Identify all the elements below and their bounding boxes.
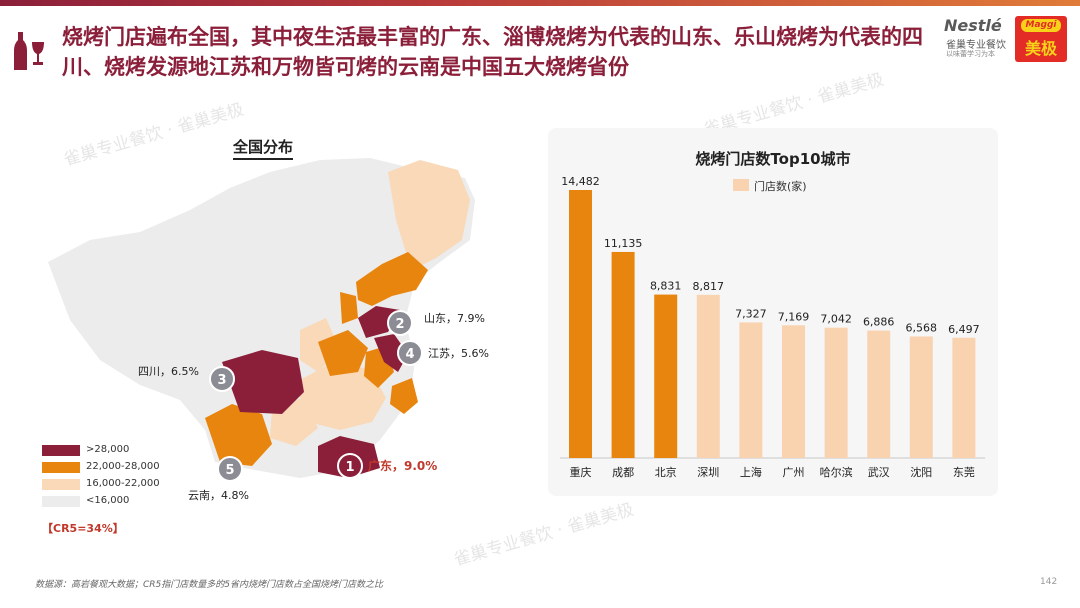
map-region-zhejiang — [390, 378, 418, 414]
legend-label: <16,000 — [86, 495, 130, 506]
china-map: 1 2 3 4 5 — [48, 158, 475, 482]
map-region-shandong — [358, 306, 400, 338]
map-region-hebei — [356, 252, 428, 306]
page-title: 烧烤门店遍布全国，其中夜生活最丰富的广东、淄博烧烤为代表的山东、乐山烧烤为代表的… — [62, 25, 923, 79]
rank-marker-5: 5 — [217, 456, 243, 482]
rank-number: 1 — [345, 460, 354, 475]
page-number: 142 — [1040, 577, 1058, 587]
map-region-henan — [318, 330, 368, 376]
rank-marker-3: 3 — [209, 366, 235, 392]
footer-source: 数据源：高岩餐观大数据；CR5指门店数量多的5省内烧烤门店数占全国烧烤门店数之比 — [35, 580, 383, 590]
province-label-guangdong: 广东，9.0% — [368, 459, 438, 473]
cr5-label: 【CR5=34%】 — [42, 522, 124, 535]
rank-marker-4: 4 — [397, 340, 423, 366]
rank-number: 3 — [217, 373, 226, 388]
province-label-shandong: 山东，7.9% — [424, 312, 485, 325]
rank-marker-1: 1 — [337, 453, 363, 479]
map-region-sichuan — [222, 350, 304, 414]
rank-number: 2 — [395, 317, 404, 332]
map-title: 全国分布 — [233, 136, 294, 160]
province-label-sichuan: 四川，6.5% — [138, 365, 199, 378]
legend-label: >28,000 — [86, 444, 130, 455]
top-accent-bar — [0, 0, 1080, 6]
rank-marker-2: 2 — [387, 310, 413, 336]
rank-number: 4 — [405, 347, 414, 362]
map-region-yunnan — [205, 404, 272, 466]
legend-swatch — [42, 462, 80, 473]
legend-swatch — [42, 479, 80, 490]
map-region-northeast — [388, 160, 470, 270]
chart-panel — [548, 128, 998, 496]
wine-bottle-icon — [14, 32, 44, 70]
legend-label: 22,000-28,000 — [86, 461, 160, 472]
rank-number: 5 — [225, 463, 234, 478]
legend-swatch — [42, 445, 80, 456]
nestle-logo: Nestlé 雀巢专业餐饮 以味蕾学习为本 — [944, 16, 1006, 58]
maggi-logo: Maggi 美极 — [1015, 16, 1067, 62]
legend-swatch — [42, 496, 80, 507]
map-region-jiangsu — [374, 334, 408, 372]
province-label-jiangsu: 江苏，5.6% — [428, 347, 489, 360]
map-region-shanxi — [340, 292, 358, 324]
province-label-yunnan: 云南，4.8% — [188, 489, 249, 502]
legend-label: 16,000-22,000 — [86, 478, 160, 489]
